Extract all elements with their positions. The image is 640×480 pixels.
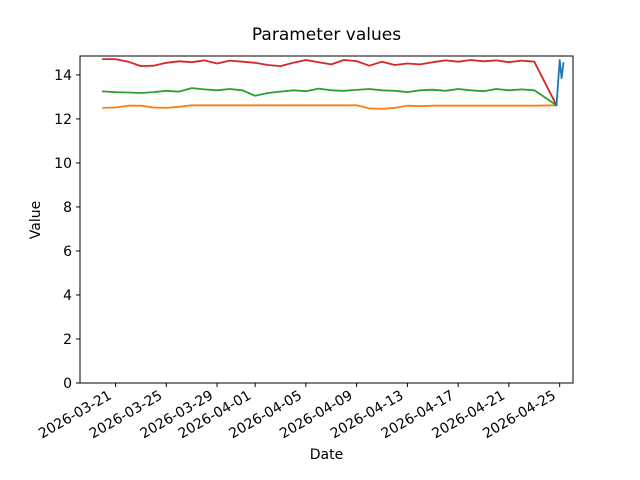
y-tick-label: 12 [54, 112, 72, 128]
series-line-orange [101, 104, 558, 110]
axes-frame [79, 55, 574, 384]
y-tick-label: 2 [63, 332, 72, 348]
y-tick-label: 14 [54, 68, 72, 84]
y-tick-label: 0 [63, 376, 72, 392]
series-line-green [101, 87, 558, 107]
x-axis-label: Date [309, 447, 344, 463]
series-line-red [101, 58, 558, 107]
series-line-blue [555, 59, 565, 107]
y-tick-label: 10 [54, 156, 72, 172]
y-tick-label: 6 [63, 244, 72, 260]
y-tick-label: 4 [63, 288, 72, 304]
y-tick-label: 8 [63, 200, 72, 216]
y-axis-label: Value [28, 200, 44, 240]
chart-title: Parameter values [251, 25, 402, 45]
